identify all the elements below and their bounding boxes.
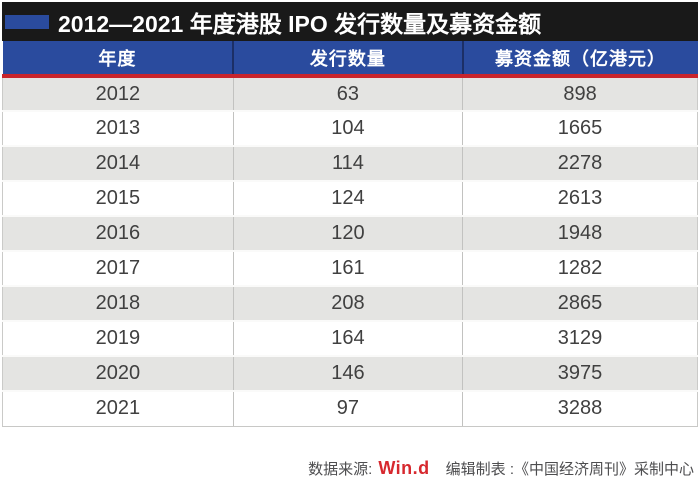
amount-cell: 898 xyxy=(462,76,698,112)
table-body: 2012 63 898 2013 104 1665 2014 114 2278 … xyxy=(2,76,698,427)
year-cell: 2012 xyxy=(2,76,234,112)
count-cell: 104 xyxy=(232,111,463,147)
table-head: 年度 发行数量 募资金额（亿港元） xyxy=(2,41,698,78)
wind-logo: Win.d xyxy=(378,458,430,478)
year-cell: 2019 xyxy=(2,321,234,357)
table-row: 2020 146 3975 xyxy=(2,356,698,392)
amount-cell: 1948 xyxy=(462,216,698,252)
count-cell: 63 xyxy=(232,76,463,112)
title-bar: 2012—2021 年度港股 IPO 发行数量及募资金额 xyxy=(2,2,698,41)
year-cell: 2015 xyxy=(2,181,234,217)
count-cell: 146 xyxy=(232,356,463,392)
year-cell: 2014 xyxy=(2,146,234,182)
count-cell: 164 xyxy=(232,321,463,357)
table-header-row: 年度 发行数量 募资金额（亿港元） xyxy=(2,41,698,78)
table-row: 2021 97 3288 xyxy=(2,391,698,427)
amount-cell: 1282 xyxy=(462,251,698,287)
year-cell: 2016 xyxy=(2,216,234,252)
year-cell: 2017 xyxy=(2,251,234,287)
table-row: 2014 114 2278 xyxy=(2,146,698,182)
year-cell: 2020 xyxy=(2,356,234,392)
table-row: 2016 120 1948 xyxy=(2,216,698,252)
year-cell: 2013 xyxy=(2,111,234,147)
count-cell: 124 xyxy=(232,181,463,217)
ipo-data-table: 年度 发行数量 募资金额（亿港元） 2012 63 898 2013 104 1… xyxy=(2,41,698,427)
count-cell: 161 xyxy=(232,251,463,287)
page-title: 2012—2021 年度港股 IPO 发行数量及募资金额 xyxy=(58,10,542,37)
count-cell: 120 xyxy=(232,216,463,252)
count-cell: 208 xyxy=(232,286,463,322)
amount-cell: 2613 xyxy=(462,181,698,217)
amount-cell: 3129 xyxy=(462,321,698,357)
table-row: 2017 161 1282 xyxy=(2,251,698,287)
count-cell: 97 xyxy=(232,391,463,427)
column-header-count: 发行数量 xyxy=(232,41,463,78)
count-cell: 114 xyxy=(232,146,463,182)
year-cell: 2021 xyxy=(2,391,234,427)
source-label: 数据来源: xyxy=(308,461,373,478)
table-row: 2015 124 2613 xyxy=(2,181,698,217)
column-header-amount: 募资金额（亿港元） xyxy=(461,41,698,78)
amount-cell: 3975 xyxy=(462,356,698,392)
table-row: 2012 63 898 xyxy=(2,76,698,112)
column-header-year: 年度 xyxy=(2,41,234,78)
title-accent-badge xyxy=(5,14,49,29)
amount-cell: 2865 xyxy=(462,286,698,322)
amount-cell: 1665 xyxy=(462,111,698,147)
year-cell: 2018 xyxy=(2,286,234,322)
amount-cell: 2278 xyxy=(462,146,698,182)
table-row: 2018 208 2865 xyxy=(2,286,698,322)
credit-text: 编辑制表 :《中国经济周刊》采制中心 xyxy=(445,461,694,478)
table-row: 2013 104 1665 xyxy=(2,111,698,147)
table-row: 2019 164 3129 xyxy=(2,321,698,357)
footer: 数据来源: Win.d 编辑制表 :《中国经济周刊》采制中心 xyxy=(308,458,694,479)
amount-cell: 3288 xyxy=(462,391,698,427)
